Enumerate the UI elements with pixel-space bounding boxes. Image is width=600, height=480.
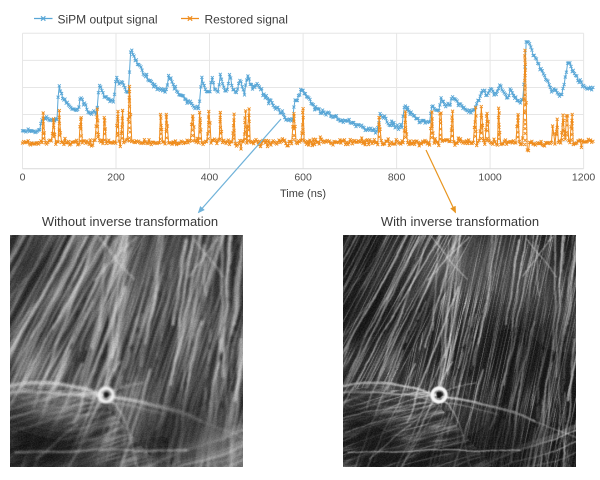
svg-text:600: 600 [294, 172, 312, 184]
svg-text:200: 200 [107, 172, 125, 184]
svg-text:1200: 1200 [572, 172, 596, 184]
svg-text:Without inverse transformation: Without inverse transformation [42, 214, 218, 229]
svg-text:800: 800 [388, 172, 406, 184]
svg-text:With inverse transformation: With inverse transformation [381, 214, 539, 229]
svg-text:1000: 1000 [478, 172, 502, 184]
svg-text:Time (ns): Time (ns) [280, 188, 326, 200]
svg-text:400: 400 [201, 172, 219, 184]
svg-text:Restored signal: Restored signal [205, 13, 288, 27]
svg-text:0: 0 [20, 172, 26, 184]
svg-text:SiPM output signal: SiPM output signal [58, 13, 158, 27]
